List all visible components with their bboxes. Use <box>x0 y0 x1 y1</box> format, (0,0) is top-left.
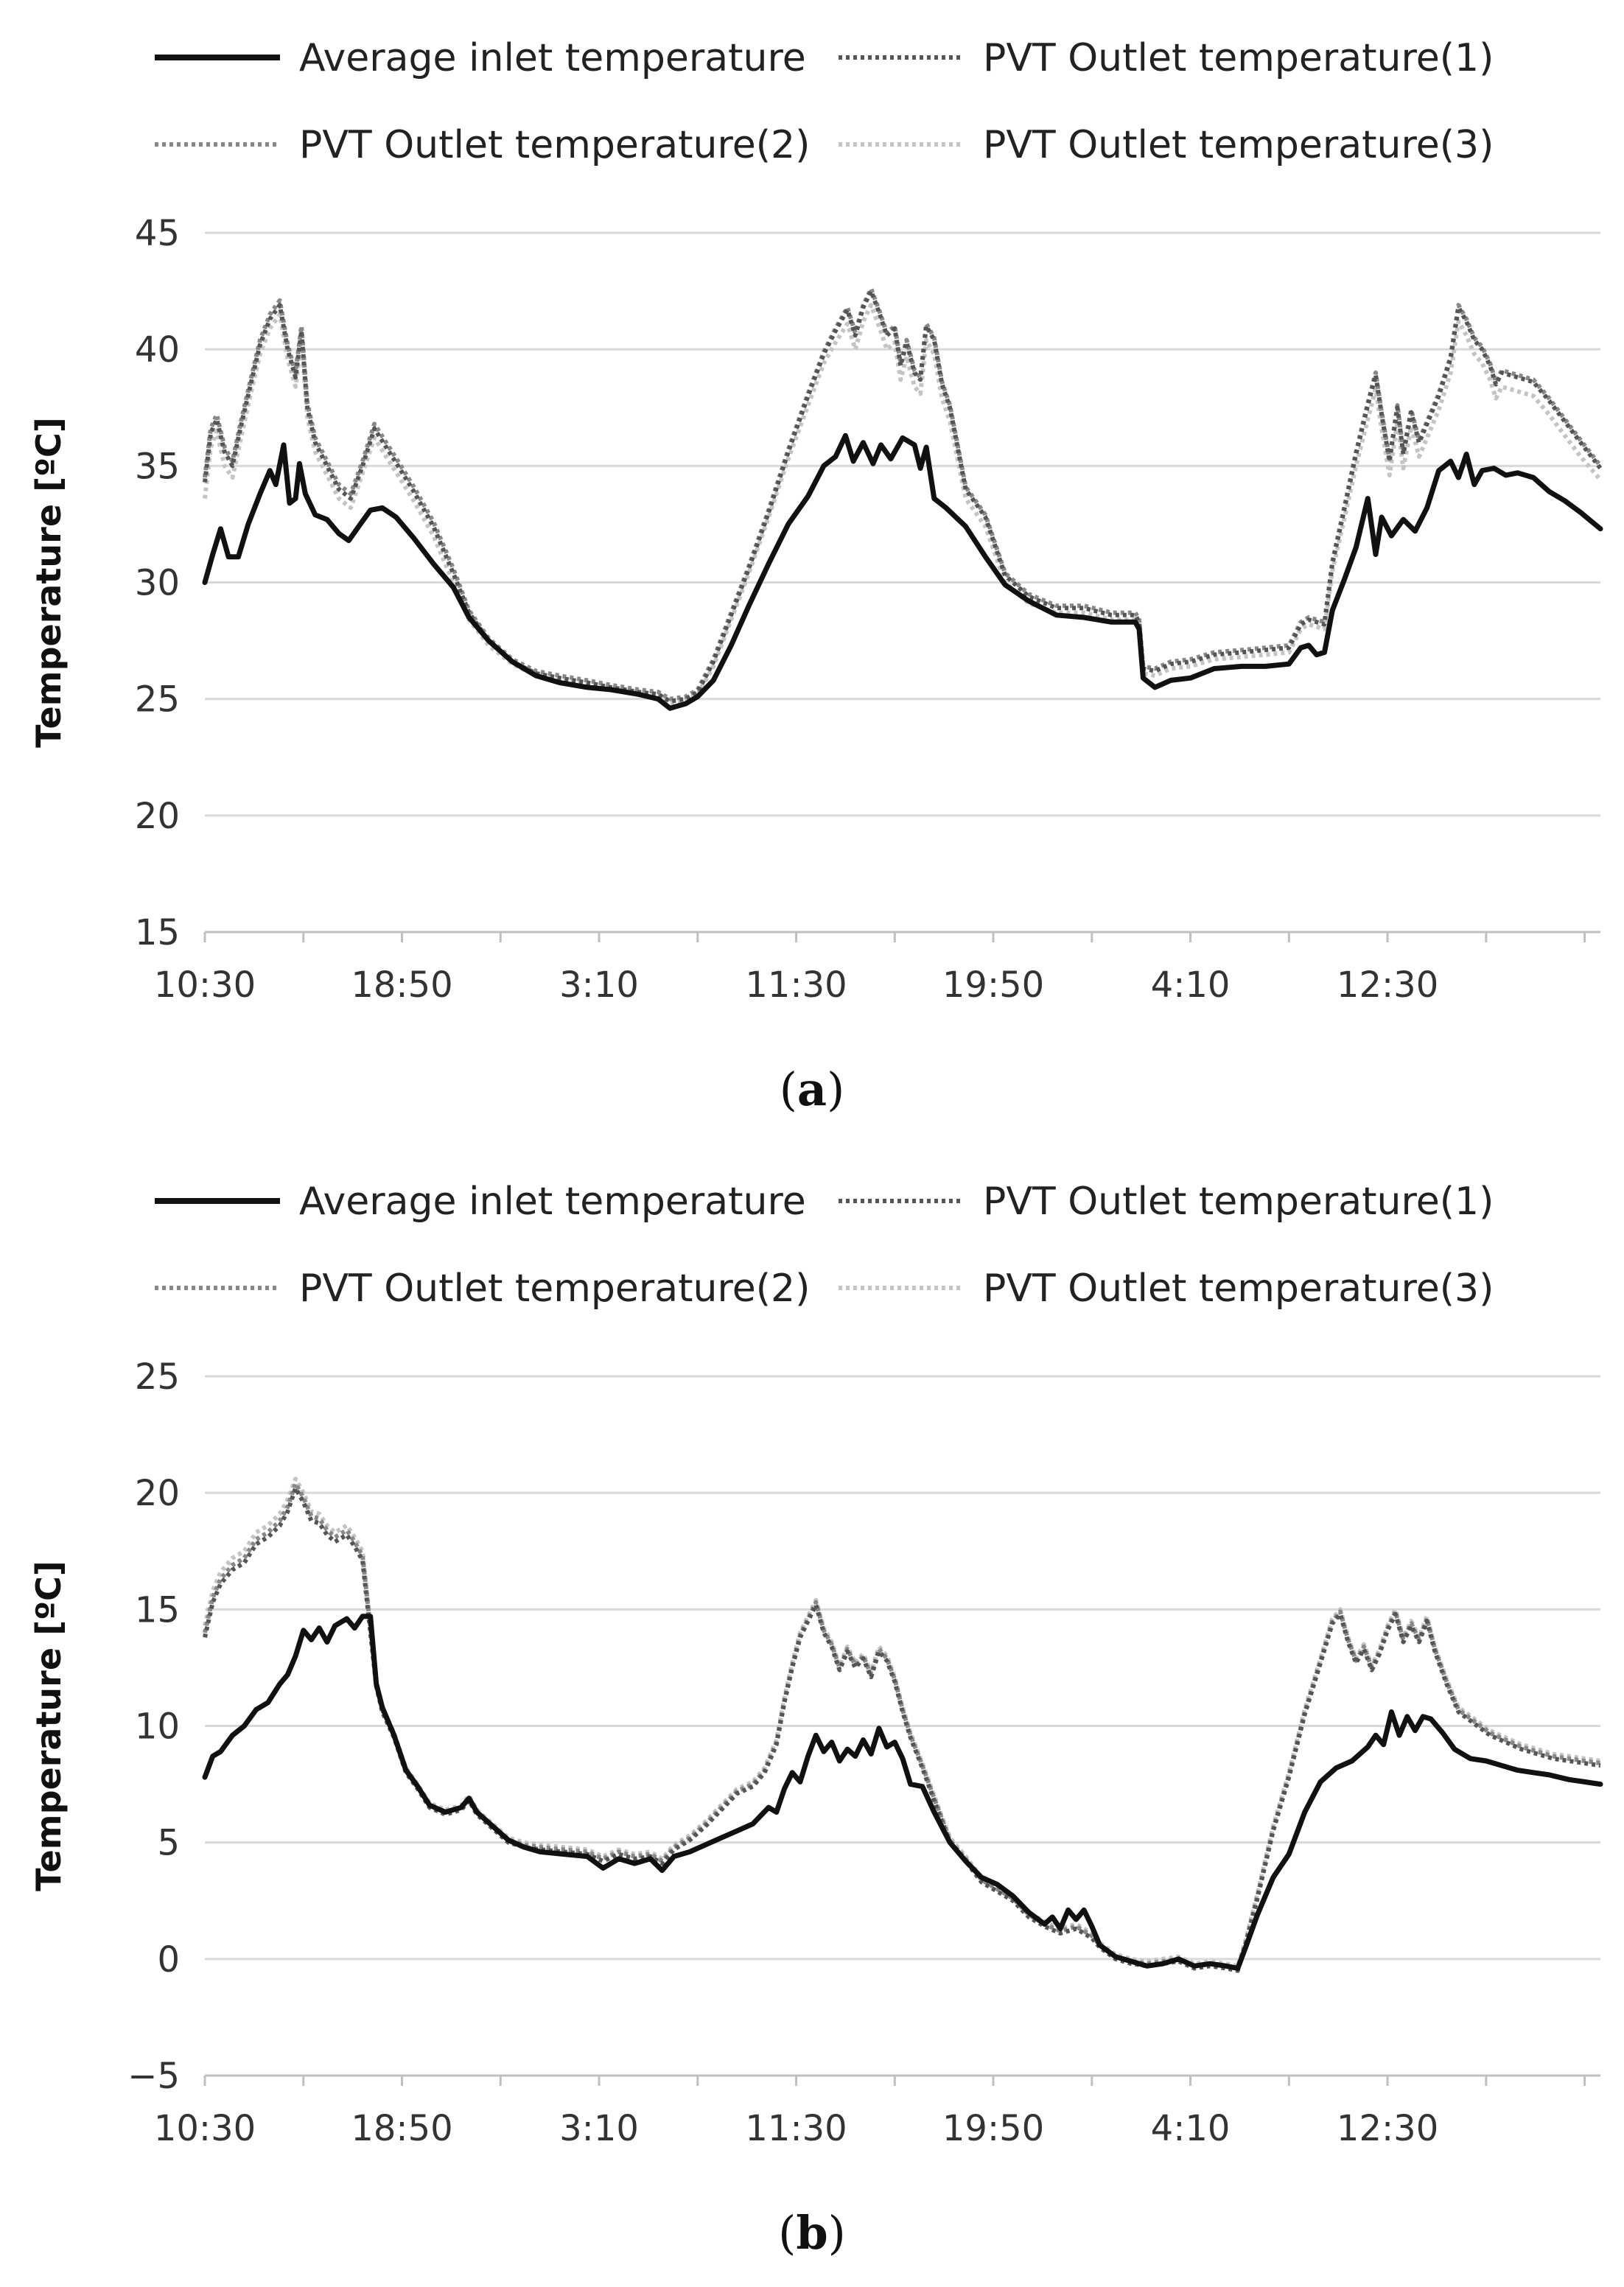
x-tick-label: 3:10 <box>559 2108 639 2149</box>
legend-item: PVT Outlet temperature(2) <box>155 1267 810 1311</box>
x-tick-label: 18:50 <box>351 2108 452 2149</box>
y-tick-label: 30 <box>135 563 180 604</box>
gridlines <box>205 1375 1600 2077</box>
x-tick-label: 19:50 <box>942 964 1044 1006</box>
chart-a-svg: Average inlet temperature PVT Outlet temp… <box>29 36 1603 1116</box>
x-tick-label: 12:30 <box>1337 964 1438 1006</box>
x-tick-marks <box>203 2076 1586 2086</box>
series-line-pvt-outlet-3 <box>203 303 1603 706</box>
caption-open: ( <box>780 1062 797 1116</box>
y-tick-label: 35 <box>135 446 180 487</box>
y-tick-label: 25 <box>135 679 180 721</box>
x-tick-label: 10:30 <box>154 2108 256 2149</box>
x-tick-label: 12:30 <box>1337 2108 1438 2149</box>
series-line-pvt-outlet-1 <box>203 289 1603 704</box>
chart-b-svg: Average inlet temperature PVT Outlet temp… <box>29 1180 1603 2260</box>
legend-label: PVT Outlet temperature(2) <box>299 1267 810 1311</box>
x-tick-label: 18:50 <box>351 964 452 1006</box>
legend-label: PVT Outlet temperature(2) <box>299 123 810 167</box>
y-axis-label: Temperature [ºC] <box>29 417 69 748</box>
chart-caption: (a) <box>780 1062 845 1116</box>
y-tick-label: 5 <box>157 1823 180 1864</box>
series-line-average-inlet <box>202 432 1603 711</box>
legend-item: PVT Outlet temperature(1) <box>839 36 1494 80</box>
caption-close: ) <box>828 2206 846 2260</box>
legend-label: PVT Outlet temperature(1) <box>983 36 1494 80</box>
y-axis-label: Temperature [ºC] <box>29 1561 69 1891</box>
y-tick-label: 25 <box>135 1356 180 1398</box>
x-tick-label: 10:30 <box>154 964 256 1006</box>
y-tick-label: 20 <box>135 1473 180 1514</box>
x-tick-marks <box>203 932 1586 942</box>
y-tick-label: 10 <box>135 1706 180 1748</box>
legend: Average inlet temperature PVT Outlet temp… <box>155 1180 1494 1311</box>
plot-area <box>202 1477 1603 1973</box>
y-tick-label: 45 <box>135 213 180 254</box>
chart-caption: (b) <box>778 2206 846 2260</box>
legend-label: Average inlet temperature <box>299 36 806 80</box>
legend-label: Average inlet temperature <box>299 1180 806 1224</box>
caption-open: ( <box>778 2206 796 2260</box>
legend: Average inlet temperature PVT Outlet temp… <box>155 36 1494 167</box>
y-tick-label: 40 <box>135 329 180 371</box>
series-line-pvt-outlet-2 <box>203 286 1603 701</box>
y-tick-label: 0 <box>157 1939 180 1980</box>
caption-close: ) <box>827 1062 844 1116</box>
x-tick-label: 3:10 <box>559 964 639 1006</box>
y-tick-label: −5 <box>127 2056 180 2097</box>
chart-panel-a: Average inlet temperature PVT Outlet temp… <box>29 36 1603 1116</box>
legend-item: PVT Outlet temperature(3) <box>839 1267 1494 1311</box>
legend-label: PVT Outlet temperature(3) <box>983 123 1494 167</box>
y-tick-label: 15 <box>135 912 180 953</box>
series-line-average-inlet <box>202 1614 1603 1971</box>
legend-item: PVT Outlet temperature(2) <box>155 123 810 167</box>
gridlines <box>205 231 1600 934</box>
y-tick-label: 20 <box>135 796 180 837</box>
x-tick-label: 4:10 <box>1151 964 1231 1006</box>
caption-letter: b <box>796 2206 827 2260</box>
plot-area <box>202 286 1603 711</box>
x-tick-label: 11:30 <box>745 2108 847 2149</box>
legend-item: Average inlet temperature <box>155 1180 806 1224</box>
legend-item: PVT Outlet temperature(1) <box>839 1180 1494 1224</box>
chart-panel-b: Average inlet temperature PVT Outlet temp… <box>0 1144 1624 2287</box>
series-line-pvt-outlet-1 <box>203 1485 1601 1973</box>
legend-label: PVT Outlet temperature(1) <box>983 1180 1494 1224</box>
legend-label: PVT Outlet temperature(3) <box>983 1267 1494 1311</box>
legend-item: PVT Outlet temperature(3) <box>839 123 1494 167</box>
x-tick-label: 19:50 <box>942 2108 1044 2149</box>
y-tick-label: 15 <box>135 1589 180 1631</box>
x-tick-label: 4:10 <box>1151 2108 1231 2149</box>
x-tick-label: 11:30 <box>745 964 847 1006</box>
legend-item: Average inlet temperature <box>155 36 806 80</box>
caption-letter: a <box>797 1062 827 1116</box>
